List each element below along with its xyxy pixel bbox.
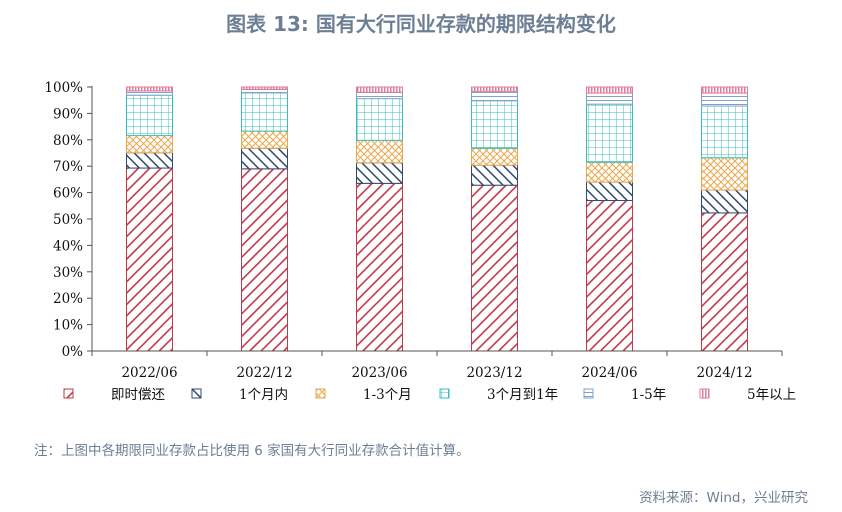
bar-segment [356,98,403,141]
legend-swatch [583,388,594,399]
bar-segment [586,161,633,183]
legend-swatch [191,388,202,399]
legend-label: 即时偿还 [111,387,165,403]
bar-segment [586,92,633,105]
bar-segment [471,86,518,92]
bar-segment [241,147,288,170]
bar-segment [701,86,748,94]
bar-segment [241,92,288,132]
bar-segment [241,88,288,94]
bar-segment [126,167,173,352]
legend-swatch [699,388,710,399]
y-tick-label: 70% [53,159,83,175]
x-category-label: 2022/06 [121,365,177,381]
bar-segment [241,86,288,90]
x-category-label: 2023/12 [466,365,522,381]
y-tick-label: 30% [53,265,83,281]
x-category-label: 2024/06 [581,365,637,381]
legend-swatch [315,388,326,399]
bar-segment [126,135,173,154]
bar-segment [241,168,288,352]
bar-segment [471,184,518,352]
axes [91,86,783,356]
bar-segment [701,105,748,159]
legend: 即时偿还 1个月内 1-3个月 3个月到1年 1-5年 5年以上 [63,387,796,403]
bar-segment [701,92,748,107]
bar-segment [126,90,173,96]
bars [126,86,748,352]
bar-segment [356,139,403,164]
bar-segment [701,189,748,214]
y-tick-label: 80% [53,133,83,149]
legend-label: 1个月内 [239,387,288,403]
bar-segment [471,164,518,186]
legend-label: 5年以上 [747,387,796,403]
bar-segment [126,152,173,169]
bar-segment [471,147,518,166]
bar-segment [586,103,633,163]
legend-swatch [63,388,74,399]
bar-segment [356,182,403,352]
bar-segment [471,90,518,102]
bar-segment [471,100,518,149]
bar-segment [586,200,633,352]
x-axis-labels: 2022/06 2022/12 2023/06 2023/12 2024/06 2024/… [121,365,752,381]
chart-title: 图表 13: 国有大行同业存款的期限结构变化 [226,12,616,36]
bar-segment [701,212,748,352]
source-text: 资料来源：Wind，兴业研究 [639,490,808,506]
y-axis-ticks: 0% 10% 20% 30% 40% 50% 60% 70% 80% 90% 100% [44,80,92,360]
legend-label: 3个月到1年 [487,387,558,403]
y-tick-label: 90% [53,106,83,122]
bar-segment [241,130,288,149]
legend-swatch [439,388,450,399]
x-category-label: 2022/12 [236,365,292,381]
footnote: 注：上图中各期限同业存款占比使用 6 家国有大行同业存款合计值计算。 [34,443,470,459]
bar-segment [586,86,633,94]
bar-segment [701,157,748,191]
y-tick-label: 60% [53,186,83,202]
bar-segment [356,91,403,100]
x-category-label: 2023/06 [351,365,407,381]
bar-segment [126,94,173,137]
legend-label: 1-5年 [631,387,666,403]
bar-segment [356,86,403,93]
bar-segment [126,86,173,92]
y-tick-label: 50% [53,212,83,228]
y-tick-label: 20% [53,291,83,307]
bar-segment [586,181,633,202]
y-tick-label: 100% [44,80,83,96]
bar-segment [356,162,403,184]
legend-label: 1-3个月 [363,387,412,403]
y-tick-label: 0% [62,344,84,360]
x-category-label: 2024/12 [696,365,752,381]
y-tick-label: 40% [53,238,83,254]
y-tick-label: 10% [53,318,83,334]
